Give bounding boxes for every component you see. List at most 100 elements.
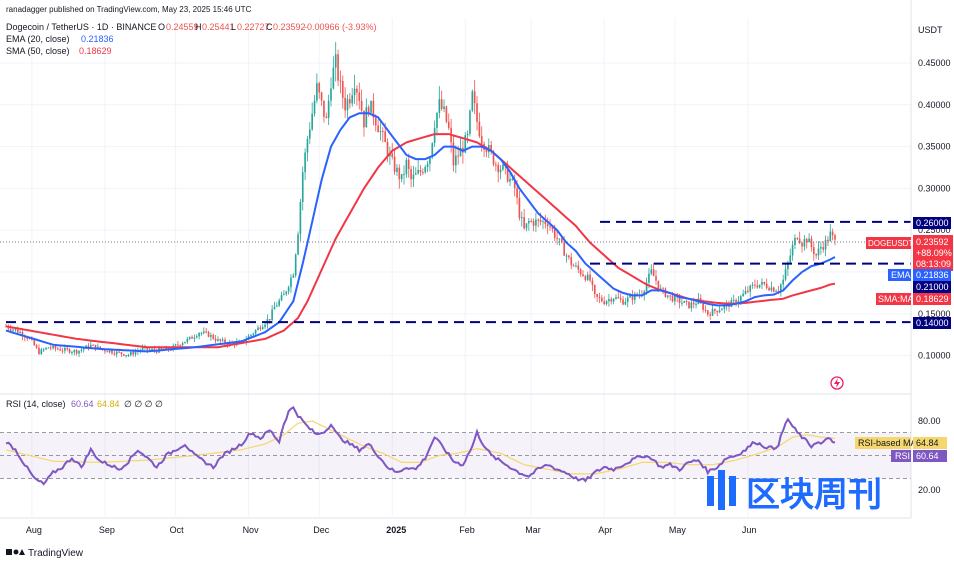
candle (683, 300, 686, 303)
candle (497, 162, 500, 183)
candle (532, 218, 535, 232)
candle (405, 157, 408, 178)
candle (829, 223, 832, 242)
sma-legend-value: 0.18629 (79, 46, 112, 56)
candle (834, 233, 836, 246)
candle (622, 295, 624, 306)
month-tick: May (669, 525, 687, 535)
candle (115, 350, 118, 358)
candle (789, 248, 792, 265)
candle (214, 335, 217, 344)
candle (122, 353, 125, 357)
candle (398, 164, 401, 189)
candle (805, 237, 808, 249)
month-tick: Mar (525, 525, 541, 535)
candle (714, 308, 716, 314)
candle (42, 347, 45, 353)
candle (299, 199, 302, 241)
candle (379, 122, 382, 141)
candle (601, 294, 603, 303)
candle (419, 165, 422, 177)
candle (638, 289, 641, 299)
candle (188, 336, 191, 341)
rsi-legend-value: 60.64 (71, 399, 94, 409)
candle (544, 214, 547, 229)
candle (360, 89, 363, 112)
rsi-badge (913, 450, 947, 462)
candle (447, 113, 450, 131)
candle (306, 135, 309, 162)
time-axis: Aug Sep Oct Nov Dec 2025 Feb Mar Apr May Jun (26, 525, 756, 535)
lightning-icon[interactable] (830, 376, 844, 390)
candle (770, 281, 773, 292)
candle (195, 334, 198, 339)
rsi-tag (891, 450, 911, 462)
candle (697, 292, 700, 305)
candle (181, 341, 184, 347)
candle (422, 168, 424, 175)
month-tick: Aug (26, 525, 42, 535)
candle (476, 96, 478, 131)
candle (412, 165, 415, 188)
candle (782, 274, 785, 289)
candle (751, 282, 754, 289)
candle (283, 289, 285, 296)
ohlc-change: -0.00966 (-3.93%) (304, 22, 377, 32)
candle (737, 295, 740, 308)
candle (589, 269, 591, 283)
price-badge (913, 235, 953, 271)
candle (337, 49, 339, 87)
candle (718, 305, 721, 313)
candle (308, 121, 311, 144)
candle (318, 81, 321, 99)
level-badge-140-text: 0.14000 (916, 318, 949, 328)
price-tick: 0.10000 (918, 351, 951, 361)
sma-badge-text: 0.18629 (916, 294, 949, 304)
candle (381, 127, 384, 143)
rsi-ma-badge-text: 64.84 (916, 438, 939, 448)
candle (108, 350, 111, 354)
candle (245, 335, 248, 346)
watermark: 区块周刊 (707, 470, 882, 515)
candle (763, 281, 766, 286)
rsi-axis: 80.00 20.00 (918, 416, 941, 495)
candle (356, 85, 358, 106)
candle (631, 290, 634, 305)
candle (276, 302, 278, 307)
ema-legend-value: 0.21836 (81, 34, 114, 44)
watermark-text: 区块周刊 (746, 475, 882, 515)
candle (798, 231, 801, 245)
price-tick: 0.45000 (918, 58, 951, 68)
ohlc-readout: O 0.24559 H 0.25441 L 0.22727 C 0.23592 … (158, 22, 377, 32)
candle (198, 332, 200, 340)
candle (758, 284, 761, 289)
candle (261, 324, 264, 330)
candle (490, 140, 492, 155)
candle (810, 235, 813, 252)
candle (471, 89, 474, 113)
candle (469, 109, 471, 137)
tradingview-logo[interactable]: TradingView (6, 548, 84, 559)
tradingview-brand: TradingView (28, 548, 84, 559)
candle (346, 94, 349, 119)
candle (641, 290, 643, 298)
candle (325, 112, 328, 119)
candle (280, 291, 283, 302)
sma-legend: SMA (50, close) (6, 46, 70, 56)
ema-tag (888, 269, 911, 281)
candle (313, 95, 316, 117)
tradingview-logo-icon (6, 549, 25, 555)
ohlc-c: 0.23592 (273, 22, 306, 32)
sma-tag-text: SMA:MA (878, 294, 914, 304)
level-badge-210-text: 0.21000 (916, 282, 949, 292)
candle (577, 260, 580, 274)
candle (473, 80, 476, 115)
candle (113, 350, 116, 356)
candle (586, 271, 589, 282)
month-tick: Oct (170, 525, 185, 535)
candle (624, 298, 627, 306)
ohlc-l-label: L (231, 22, 236, 32)
candle (414, 167, 417, 176)
candle (429, 156, 431, 172)
